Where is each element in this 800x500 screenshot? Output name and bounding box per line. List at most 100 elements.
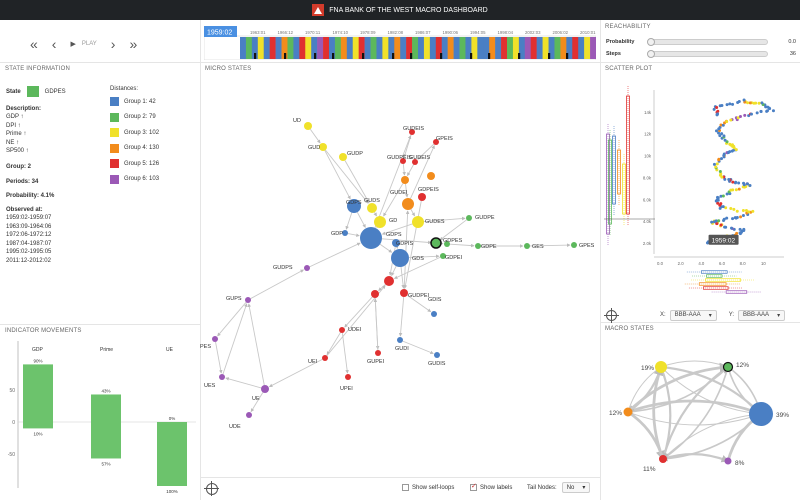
timeline-block[interactable] [530, 37, 537, 59]
probability-slider[interactable] [647, 38, 768, 46]
micro-state-node[interactable] [409, 129, 415, 135]
micro-state-node[interactable] [571, 242, 577, 248]
micro-state-node[interactable] [401, 176, 409, 184]
show-self-loops-checkbox[interactable] [402, 484, 409, 491]
timeline-block[interactable] [453, 37, 460, 59]
timeline-block[interactable] [305, 37, 312, 59]
micro-state-node[interactable] [434, 352, 440, 358]
micro-state-node[interactable] [524, 243, 530, 249]
micro-state-node[interactable] [342, 230, 348, 236]
micro-state-node[interactable] [412, 159, 418, 165]
skip-back-icon[interactable]: « [30, 36, 38, 52]
timeline-block[interactable] [507, 37, 514, 59]
timeline-block[interactable] [329, 37, 336, 59]
timeline-block[interactable] [370, 37, 377, 59]
timeline-block[interactable] [317, 37, 324, 59]
macro-state-node[interactable] [659, 455, 667, 463]
timeline-block[interactable] [483, 37, 490, 59]
timeline-block[interactable] [346, 37, 354, 59]
micro-state-node[interactable] [433, 139, 439, 145]
show-labels-checkbox[interactable] [470, 482, 477, 491]
micro-state-node[interactable] [374, 216, 386, 228]
macro-state-node[interactable] [749, 402, 773, 426]
probability-slider-handle[interactable] [647, 38, 655, 46]
timeline-block[interactable] [477, 37, 484, 59]
timeline-block[interactable] [501, 37, 508, 59]
timeline-block[interactable] [441, 37, 448, 59]
timeline-block[interactable] [512, 37, 520, 59]
macro-state-node[interactable] [655, 361, 667, 373]
timeline-block[interactable] [412, 37, 419, 59]
timeline-block[interactable] [518, 37, 526, 59]
timeline-block[interactable] [382, 37, 389, 59]
timeline-block[interactable] [495, 37, 502, 59]
micro-state-node[interactable] [367, 203, 377, 213]
micro-state-node[interactable] [440, 253, 446, 259]
micro-state-node[interactable] [412, 216, 424, 228]
timeline-block[interactable] [584, 37, 591, 59]
micro-state-node[interactable] [430, 237, 442, 249]
micro-state-node[interactable] [391, 249, 409, 267]
micro-state-node[interactable] [245, 297, 251, 303]
timeline-block[interactable] [257, 37, 265, 59]
show-self-loops-option[interactable]: Show self-loops [402, 484, 454, 491]
micro-state-node[interactable] [345, 374, 351, 380]
timeline-block[interactable] [418, 37, 425, 59]
timeline-block[interactable] [281, 37, 288, 59]
step-back-icon[interactable]: ‹ [51, 36, 57, 52]
timeline-block[interactable] [287, 37, 294, 59]
recenter-scatter-icon[interactable] [604, 307, 619, 323]
timeline-block[interactable] [560, 37, 567, 59]
timeline-block[interactable] [447, 37, 454, 59]
micro-state-node[interactable] [322, 355, 328, 361]
timeline-block[interactable] [334, 37, 342, 59]
timeline-block[interactable] [400, 37, 407, 59]
micro-state-node[interactable] [397, 337, 403, 343]
timeline-block[interactable] [323, 37, 330, 59]
timeline-block[interactable] [554, 37, 561, 59]
micro-state-node[interactable] [347, 199, 361, 213]
show-labels-option[interactable]: Show labels [470, 482, 512, 491]
play-label[interactable]: PLAY [81, 41, 97, 47]
timeline-block[interactable] [376, 37, 383, 59]
timeline-block[interactable] [489, 37, 496, 59]
timeline-block[interactable] [578, 37, 585, 59]
timeline-block[interactable] [548, 37, 555, 59]
micro-state-node[interactable] [304, 265, 310, 271]
scatter-plot[interactable]: 14k 12k 10k 8.0k 6.0k 4.0k 2.0k 0.0 2.0 4.0 6.0 8.0… [600, 74, 800, 306]
timeline-block[interactable] [352, 37, 359, 59]
micro-state-node[interactable] [375, 350, 381, 356]
timeline-block[interactable] [465, 37, 472, 59]
micro-state-node[interactable] [400, 158, 406, 164]
micro-state-node[interactable] [384, 276, 394, 286]
micro-state-node[interactable] [246, 412, 252, 418]
macro-state-node[interactable] [722, 361, 734, 373]
timeline-block[interactable] [388, 37, 395, 59]
micro-state-node[interactable] [261, 385, 269, 393]
timeline-block[interactable] [358, 37, 365, 59]
micro-state-node[interactable] [444, 241, 450, 247]
micro-state-node[interactable] [360, 227, 382, 249]
timeline-block[interactable] [566, 37, 573, 59]
micro-state-node[interactable] [339, 327, 345, 333]
micro-state-node[interactable] [304, 122, 312, 130]
timeline-block[interactable] [423, 37, 431, 59]
micro-state-node[interactable] [418, 193, 426, 201]
micro-state-node[interactable] [402, 198, 414, 210]
macro-states-graph[interactable]: 19% 12% 12% 39% 11% 8% [600, 334, 800, 474]
timeline-block[interactable] [542, 37, 549, 59]
timeline-block[interactable] [435, 37, 443, 59]
steps-slider-handle[interactable] [647, 50, 655, 58]
timeline-block[interactable] [536, 37, 543, 59]
micro-state-node[interactable] [319, 143, 327, 151]
timeline-block[interactable] [524, 37, 532, 59]
timeline-block[interactable] [299, 37, 306, 59]
y-axis-select[interactable]: BBB-AAA ▾ [738, 309, 786, 321]
timeline-block[interactable] [251, 37, 259, 59]
timeline-block[interactable] [471, 37, 478, 59]
timeline-block[interactable] [394, 37, 401, 59]
timeline-block[interactable] [311, 37, 318, 59]
timeline-block[interactable] [364, 37, 371, 59]
micro-state-node[interactable] [427, 172, 435, 180]
